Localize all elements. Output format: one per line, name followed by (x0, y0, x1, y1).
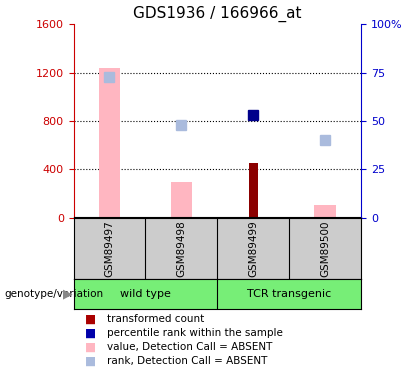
Text: GSM89497: GSM89497 (105, 220, 115, 277)
Text: transformed count: transformed count (107, 315, 205, 324)
Bar (249, 163, 258, 218)
Text: genotype/variation: genotype/variation (4, 290, 103, 299)
Text: ■: ■ (85, 327, 96, 340)
Bar (315, 206, 336, 218)
Text: wild type: wild type (120, 290, 171, 299)
Text: value, Detection Call = ABSENT: value, Detection Call = ABSENT (107, 342, 273, 352)
Text: GSM89499: GSM89499 (248, 220, 258, 277)
Text: GSM89498: GSM89498 (176, 220, 186, 277)
Text: GSM89500: GSM89500 (320, 220, 330, 277)
Text: rank, Detection Call = ABSENT: rank, Detection Call = ABSENT (107, 356, 268, 366)
Text: percentile rank within the sample: percentile rank within the sample (107, 328, 283, 338)
Text: ■: ■ (85, 313, 96, 326)
Text: ■: ■ (85, 355, 96, 368)
Text: ▶: ▶ (63, 288, 73, 301)
Bar (99, 68, 120, 218)
Bar (171, 183, 192, 218)
Text: ■: ■ (85, 341, 96, 354)
Title: GDS1936 / 166966_at: GDS1936 / 166966_at (133, 5, 302, 22)
Text: TCR transgenic: TCR transgenic (247, 290, 331, 299)
